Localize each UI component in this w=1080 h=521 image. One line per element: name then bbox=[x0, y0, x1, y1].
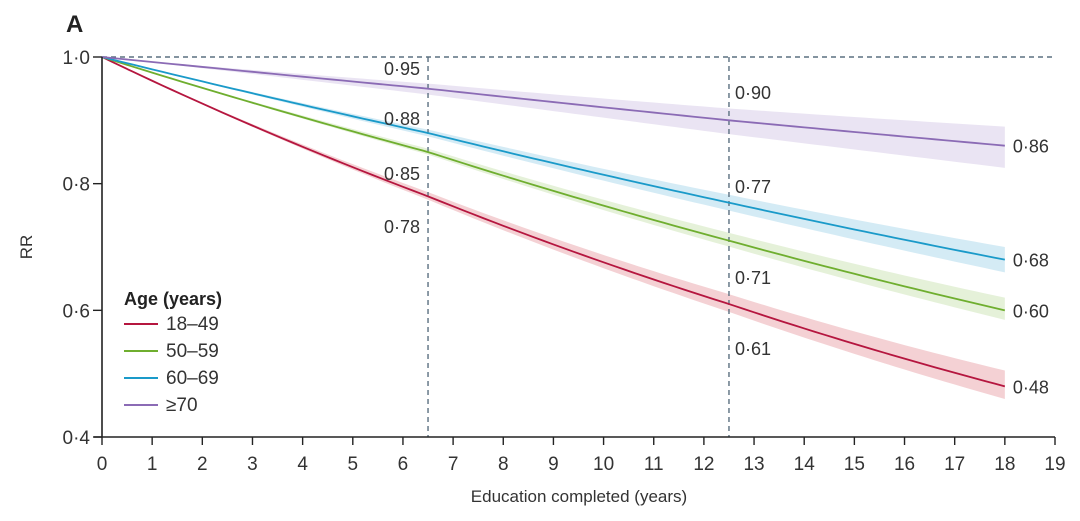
y-tick-label: 0·4 bbox=[63, 428, 91, 449]
y-tick-label: 0·8 bbox=[63, 175, 90, 196]
y-tick-label: 1·0 bbox=[63, 48, 90, 69]
x-tick-label: 15 bbox=[844, 454, 865, 475]
series-line-1 bbox=[101, 56, 1006, 312]
annotations: 0·95 0·88 0·85 0·78 0·90 0·77 0·71 0·61 0·86 0·68… bbox=[384, 59, 1049, 397]
x-tick-label: 13 bbox=[743, 454, 764, 475]
x-tick-label: 18 bbox=[994, 454, 1015, 475]
value-annotation: 0·68 bbox=[1013, 251, 1049, 271]
legend-label: 18–49 bbox=[166, 314, 219, 335]
value-annotation: 0·95 bbox=[384, 59, 420, 79]
axes: 0 1 2 3 4 5 6 7 8 9 10 11 12 13 14 15 16 17 18 190·40·60·81… bbox=[63, 48, 1066, 475]
x-tick-label: 3 bbox=[247, 454, 258, 475]
value-annotation: 0·85 bbox=[384, 164, 420, 184]
legend: Age (years) 18–49 50–59 60–69 ≥70 bbox=[124, 289, 222, 416]
x-tick-label: 16 bbox=[894, 454, 915, 475]
x-tick-label: 1 bbox=[147, 454, 158, 475]
value-annotation: 0·61 bbox=[735, 339, 771, 359]
value-annotation: 0·88 bbox=[384, 109, 420, 129]
value-annotation: 0·71 bbox=[735, 268, 771, 288]
x-tick-label: 6 bbox=[398, 454, 409, 475]
x-tick-label: 4 bbox=[297, 454, 308, 475]
ci-band-0 bbox=[102, 57, 1005, 399]
legend-label: ≥70 bbox=[166, 395, 198, 416]
y-axis-title: RR bbox=[17, 235, 36, 260]
value-annotation: 0·78 bbox=[384, 217, 420, 237]
series-line-3 bbox=[101, 56, 1005, 147]
value-annotation: 0·77 bbox=[735, 177, 771, 197]
value-annotation: 0·60 bbox=[1013, 301, 1049, 321]
x-tick-label: 11 bbox=[644, 454, 664, 475]
x-tick-label: 7 bbox=[448, 454, 459, 475]
x-tick-label: 19 bbox=[1044, 454, 1065, 475]
x-tick-label: 5 bbox=[348, 454, 359, 475]
x-tick-label: 12 bbox=[693, 454, 714, 475]
legend-title: Age (years) bbox=[124, 289, 222, 309]
value-annotation: 0·90 bbox=[735, 83, 771, 103]
series-line-0 bbox=[101, 56, 1006, 388]
value-annotation: 0·86 bbox=[1013, 137, 1049, 157]
panel-label: A bbox=[66, 11, 83, 38]
series-lines bbox=[101, 56, 1006, 388]
series-line-2 bbox=[101, 56, 1006, 261]
x-tick-label: 9 bbox=[548, 454, 559, 475]
x-tick-label: 10 bbox=[593, 454, 614, 475]
x-tick-label: 14 bbox=[794, 454, 816, 475]
x-tick-label: 17 bbox=[944, 454, 965, 475]
y-tick-label: 0·6 bbox=[63, 301, 90, 322]
ci-band-3 bbox=[102, 57, 1005, 168]
x-tick-label: 0 bbox=[97, 454, 108, 475]
x-tick-label: 8 bbox=[498, 454, 509, 475]
legend-label: 60–69 bbox=[166, 368, 219, 389]
value-annotation: 0·48 bbox=[1013, 377, 1049, 397]
x-tick-label: 2 bbox=[197, 454, 208, 475]
x-axis-title: Education completed (years) bbox=[471, 487, 687, 506]
legend-label: 50–59 bbox=[166, 341, 219, 362]
